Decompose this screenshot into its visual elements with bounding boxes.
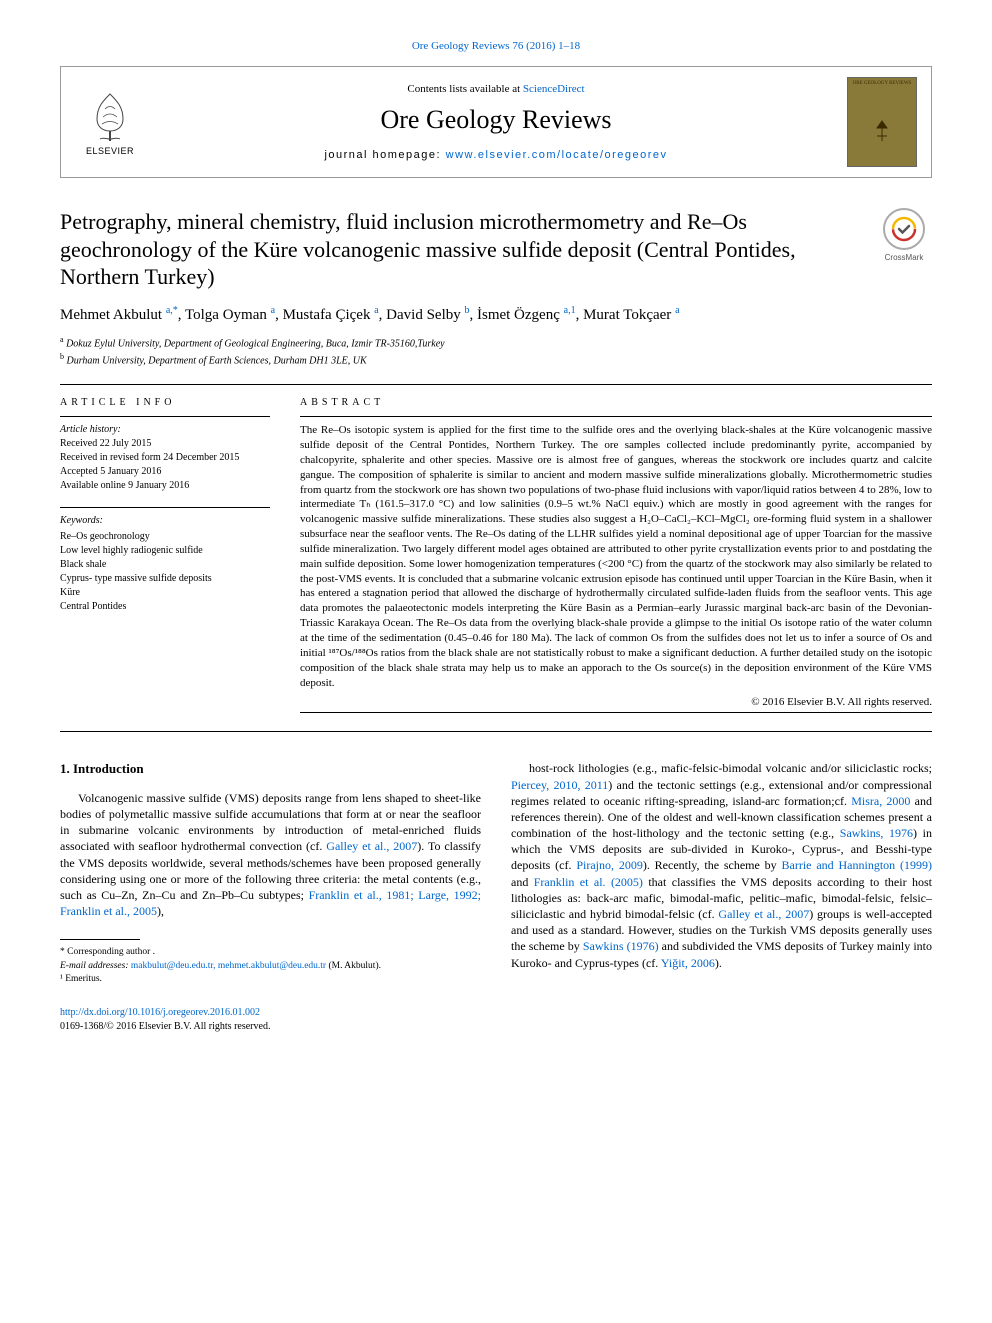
elsevier-tree-icon xyxy=(85,89,135,144)
homepage-line: journal homepage: www.elsevier.com/locat… xyxy=(145,149,847,161)
abstract-label: ABSTRACT xyxy=(300,397,932,408)
email-link[interactable]: makbulut@deu.edu.tr, mehmet.akbulut@deu.… xyxy=(131,961,326,971)
elsevier-logo: ELSEVIER xyxy=(75,82,145,162)
history-revised: Received in revised form 24 December 201… xyxy=(60,451,270,465)
column-right: host-rock lithologies (e.g., mafic-felsi… xyxy=(511,760,932,1034)
keyword: Central Pontides xyxy=(60,600,270,614)
issn-line: 0169-1368/© 2016 Elsevier B.V. All right… xyxy=(60,1021,270,1032)
keywords-label: Keywords: xyxy=(60,514,270,528)
crossmark-badge[interactable]: CrossMark xyxy=(876,208,932,262)
keyword: Cyprus- type massive sulfide deposits xyxy=(60,572,270,586)
journal-cover-thumbnail: ORE GEOLOGY REVIEWS xyxy=(847,77,917,167)
journal-homepage-link[interactable]: www.elsevier.com/locate/oregeorev xyxy=(446,149,668,161)
footnote-rule xyxy=(60,939,140,940)
history-online: Available online 9 January 2016 xyxy=(60,479,270,493)
elsevier-label: ELSEVIER xyxy=(86,146,134,156)
history-label: Article history: xyxy=(60,423,270,437)
sciencedirect-link[interactable]: ScienceDirect xyxy=(523,83,585,95)
abstract-copyright: © 2016 Elsevier B.V. All rights reserved… xyxy=(300,696,932,708)
abstract-text: The Re–Os isotopic system is applied for… xyxy=(300,423,932,690)
doi-block: http://dx.doi.org/10.1016/j.oregeorev.20… xyxy=(60,1006,481,1034)
keyword: Küre xyxy=(60,586,270,600)
body-paragraph: Volcanogenic massive sulfide (VMS) depos… xyxy=(60,790,481,920)
article-info-label: ARTICLE INFO xyxy=(60,397,270,408)
body-paragraph: host-rock lithologies (e.g., mafic-felsi… xyxy=(511,760,932,970)
authors-line: Mehmet Akbulut a,*, Tolga Oyman a, Musta… xyxy=(60,305,932,324)
affiliations: a Dokuz Eylul University, Department of … xyxy=(60,334,932,369)
history-received: Received 22 July 2015 xyxy=(60,437,270,451)
doi-link[interactable]: http://dx.doi.org/10.1016/j.oregeorev.20… xyxy=(60,1007,260,1018)
keyword: Black shale xyxy=(60,558,270,572)
keyword: Re–Os geochronology xyxy=(60,530,270,544)
body-text: 1. Introduction Volcanogenic massive sul… xyxy=(60,760,932,1034)
section-heading: 1. Introduction xyxy=(60,760,481,778)
column-left: 1. Introduction Volcanogenic massive sul… xyxy=(60,760,481,1034)
email-note: E-mail addresses: makbulut@deu.edu.tr, m… xyxy=(60,960,481,973)
history-accepted: Accepted 5 January 2016 xyxy=(60,465,270,479)
divider xyxy=(60,384,932,385)
corresponding-note: * Corresponding author . xyxy=(60,946,481,959)
top-citation[interactable]: Ore Geology Reviews 76 (2016) 1–18 xyxy=(60,40,932,52)
abstract-column: ABSTRACT The Re–Os isotopic system is ap… xyxy=(300,397,932,713)
article-info-column: ARTICLE INFO Article history: Received 2… xyxy=(60,397,270,713)
divider xyxy=(60,731,932,732)
article-title: Petrography, mineral chemistry, fluid in… xyxy=(60,208,864,291)
contents-list-line: Contents lists available at ScienceDirec… xyxy=(145,83,847,95)
keyword: Low level highly radiogenic sulfide xyxy=(60,544,270,558)
journal-header: ELSEVIER Contents lists available at Sci… xyxy=(60,66,932,178)
footnotes: * Corresponding author . E-mail addresse… xyxy=(60,946,481,986)
emeritus-note: ¹ Emeritus. xyxy=(60,973,481,986)
crossmark-icon xyxy=(890,215,918,243)
journal-name: Ore Geology Reviews xyxy=(145,105,847,135)
